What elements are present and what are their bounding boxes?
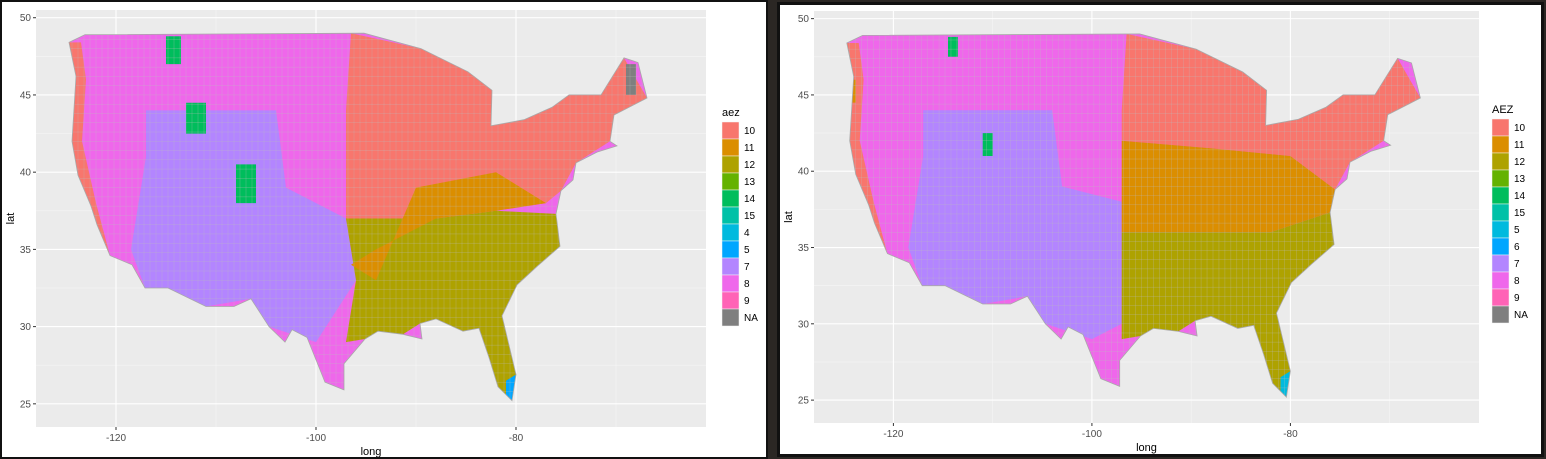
legend-label: 9 bbox=[744, 296, 750, 307]
x-tick-label: -120 bbox=[106, 433, 126, 444]
legend-key bbox=[721, 223, 740, 242]
legend-label: 5 bbox=[744, 245, 750, 256]
y-tick-label: 35 bbox=[798, 243, 810, 254]
right-chart-panel: -120 -100 -80 25 30 35 40 45 50 long lat AEZ 10 11 12 1… bbox=[777, 2, 1544, 457]
y-tick-label: 45 bbox=[20, 90, 32, 101]
county-map bbox=[846, 33, 1421, 398]
legend-label: 11 bbox=[744, 143, 755, 154]
legend-key bbox=[721, 189, 740, 208]
x-tick-label: -80 bbox=[1283, 429, 1298, 440]
x-axis-title: long bbox=[1136, 442, 1157, 454]
legend-key bbox=[1491, 305, 1510, 324]
y-axis-title: lat bbox=[783, 211, 795, 223]
y-tick-label: 50 bbox=[20, 13, 32, 24]
legend-key bbox=[1491, 271, 1510, 290]
legend-label: 13 bbox=[744, 177, 756, 188]
y-tick-label: 30 bbox=[798, 319, 810, 330]
aez-region bbox=[982, 133, 993, 156]
map-chart: -120 -100 -80253035404550longlataez1011121… bbox=[5, 10, 758, 457]
legend-label: 7 bbox=[744, 262, 750, 273]
legend-label: 9 bbox=[1514, 293, 1520, 304]
aez-region bbox=[1121, 33, 1421, 190]
legend-label: 14 bbox=[1514, 191, 1526, 202]
legend-key bbox=[1491, 288, 1510, 307]
legend-key bbox=[721, 206, 740, 225]
aez-region bbox=[908, 110, 1122, 340]
legend-label: 12 bbox=[744, 160, 756, 171]
legend-label: 14 bbox=[744, 194, 756, 205]
y-tick-label: 40 bbox=[20, 168, 32, 179]
legend-label: 8 bbox=[744, 279, 750, 290]
legend-title: AEZ bbox=[1492, 104, 1514, 116]
legend-key bbox=[1491, 254, 1510, 273]
legend: aez 10 11 12 13 14 15 4 5 7 8 9 NA bbox=[721, 107, 758, 327]
legend-key bbox=[721, 308, 740, 327]
legend-label: 12 bbox=[1514, 157, 1526, 168]
legend-key bbox=[721, 155, 740, 174]
aez-region bbox=[346, 33, 647, 219]
legend-label: 6 bbox=[1514, 242, 1520, 253]
aez-region bbox=[1121, 212, 1335, 398]
x-tick-label: -80 bbox=[509, 433, 524, 444]
legend-label: 13 bbox=[1514, 174, 1526, 185]
aez-region bbox=[626, 64, 636, 95]
x-tick-label: -100 bbox=[1082, 429, 1102, 440]
y-tick-label: 30 bbox=[20, 322, 32, 333]
legend-key bbox=[1491, 135, 1510, 154]
aez-region bbox=[69, 42, 110, 256]
y-tick-label: 40 bbox=[798, 167, 810, 178]
aez-region bbox=[166, 36, 181, 65]
x-axis-title: long bbox=[361, 446, 382, 457]
x-tick-label: -100 bbox=[306, 433, 326, 444]
aez-region bbox=[846, 43, 888, 254]
legend-key bbox=[721, 274, 740, 293]
aez-region bbox=[351, 172, 546, 281]
aez-region bbox=[948, 36, 958, 57]
y-tick-label: 50 bbox=[798, 14, 810, 25]
aez-region bbox=[131, 110, 356, 343]
legend-label: 15 bbox=[1514, 208, 1526, 219]
y-tick-label: 35 bbox=[20, 245, 32, 256]
legend-label: 15 bbox=[744, 211, 756, 222]
legend-key bbox=[1491, 186, 1510, 205]
legend-label: 4 bbox=[744, 228, 750, 239]
legend-key bbox=[1491, 169, 1510, 188]
aez-region bbox=[186, 102, 206, 134]
legend-key bbox=[721, 240, 740, 259]
legend-label: 10 bbox=[744, 126, 756, 137]
aez-region bbox=[346, 210, 560, 401]
legend-key bbox=[721, 121, 740, 140]
x-tick-label: -120 bbox=[883, 429, 903, 440]
legend-label: NA bbox=[744, 313, 758, 324]
legend-key bbox=[721, 257, 740, 276]
legend-key bbox=[1491, 152, 1510, 171]
legend-label: 8 bbox=[1514, 276, 1520, 287]
legend-label: 7 bbox=[1514, 259, 1520, 270]
legend-key bbox=[1491, 220, 1510, 239]
legend-key bbox=[1491, 118, 1510, 137]
y-axis-title: lat bbox=[5, 213, 17, 225]
legend-label: 10 bbox=[1514, 123, 1526, 134]
us-outline bbox=[68, 32, 648, 402]
aez-region bbox=[1280, 371, 1291, 398]
legend-key bbox=[721, 138, 740, 157]
us-outline bbox=[846, 33, 1421, 398]
legend-title: aez bbox=[722, 107, 740, 119]
legend-key bbox=[721, 172, 740, 191]
legend-label: 5 bbox=[1514, 225, 1520, 236]
left-chart-panel: -120 -100 -80 25 30 35 40 45 50 long lat aez 10 11 12 1… bbox=[0, 0, 768, 459]
legend-label: NA bbox=[1514, 310, 1528, 321]
legend-key bbox=[1491, 203, 1510, 222]
y-tick-label: 25 bbox=[20, 399, 32, 410]
legend-key bbox=[1491, 237, 1510, 256]
aez-region bbox=[506, 374, 516, 401]
y-tick-label: 25 bbox=[798, 396, 810, 407]
legend-label: 11 bbox=[1514, 140, 1525, 151]
y-tick-label: 45 bbox=[798, 90, 810, 101]
legend-key bbox=[721, 291, 740, 310]
